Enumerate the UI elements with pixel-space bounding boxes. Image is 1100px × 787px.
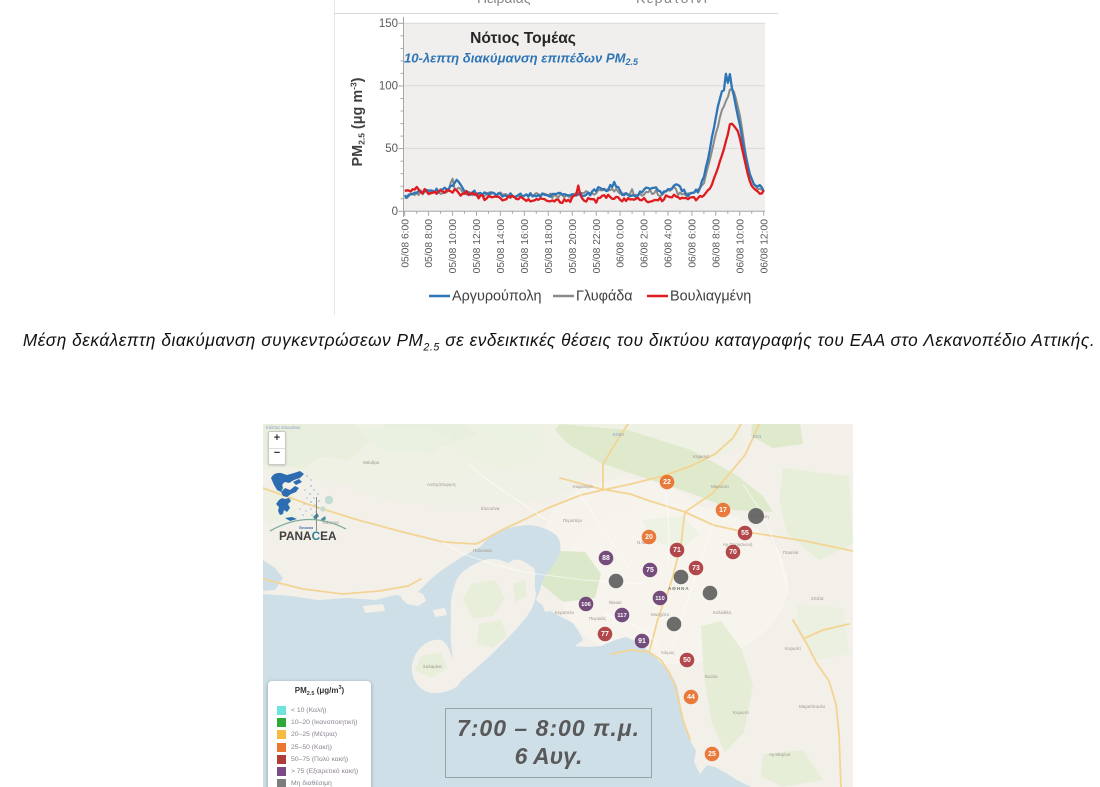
svg-text:77: 77 [601,631,609,638]
svg-text:Νίκαια: Νίκαια [609,600,622,605]
svg-text:Κορωπί: Κορωπί [733,710,749,715]
svg-text:Κορωπί: Κορωπί [785,646,801,651]
svg-text:Παιανία: Παιανία [783,550,799,555]
svg-text:Μαρούσι: Μαρούσι [711,483,729,489]
svg-text:100: 100 [379,81,398,93]
svg-text:Γλυφάδα: Γλυφάδα [576,289,633,305]
svg-text:Ελευσίνα: Ελευσίνα [481,506,500,511]
svg-text:0: 0 [392,206,398,218]
svg-text:22: 22 [663,479,671,486]
svg-text:05/08 10:00: 05/08 10:00 [448,219,459,274]
svg-text:Ασπρόπυργος: Ασπρόπυργος [427,481,457,487]
svg-text:06/08 10:00: 06/08 10:00 [735,219,746,274]
svg-text:Πανακεια: Πανακεια [299,526,313,530]
svg-text:17: 17 [719,507,727,514]
svg-text:110: 110 [655,596,665,602]
svg-text:05/08 22:00: 05/08 22:00 [592,219,603,274]
svg-text:06/08 2:00: 06/08 2:00 [640,219,651,268]
svg-text:PM2.5 (μg m-3): PM2.5 (μg m-3) [349,77,367,166]
svg-text:ΕΟ8Α: ΕΟ8Α [613,432,624,437]
svg-text:71: 71 [673,547,681,554]
svg-text:117: 117 [617,613,627,619]
svg-text:Μοσχάτο: Μοσχάτο [651,611,670,617]
svg-text:05/08 6:00: 05/08 6:00 [400,219,411,268]
svg-text:05/08 20:00: 05/08 20:00 [568,219,579,274]
svg-text:Νότιος Τομέας: Νότιος Τομέας [470,30,576,47]
svg-text:06/08 12:00: 06/08 12:00 [759,219,770,274]
svg-text:50: 50 [683,657,691,664]
svg-text:06/08 4:00: 06/08 4:00 [664,219,675,268]
svg-text:05/08 16:00: 05/08 16:00 [520,219,531,274]
svg-text:Αγ.Μαρίνα: Αγ.Μαρίνα [769,752,791,757]
svg-text:73: 73 [692,565,700,572]
svg-text:06/08 0:00: 06/08 0:00 [616,219,627,268]
svg-text:Κερατσίνι: Κερατσίνι [555,610,574,615]
svg-text:Βούλα: Βούλα [705,673,718,679]
svg-text:Καματερό: Καματερό [573,483,593,489]
svg-text:Μέγαρα: Μέγαρα [323,519,339,525]
svg-text:Κόλπος Ελευσίνας: Κόλπος Ελευσίνας [266,425,301,430]
svg-text:05/08 12:00: 05/08 12:00 [472,219,483,274]
svg-text:06/08 6:00: 06/08 6:00 [688,219,699,268]
svg-text:05/08 8:00: 05/08 8:00 [424,219,435,268]
svg-text:Πειραιάς: Πειραιάς [589,615,607,621]
svg-text:91: 91 [638,638,646,645]
svg-text:05/08 18:00: 05/08 18:00 [544,219,555,274]
svg-text:88: 88 [602,555,610,562]
svg-text:Αγ.Παρασκευή: Αγ.Παρασκευή [723,541,753,547]
svg-text:75: 75 [646,567,654,574]
svg-text:Καλλιθέα: Καλλιθέα [713,609,732,615]
svg-text:150: 150 [379,18,398,30]
svg-text:Αργυρούπολη: Αργυρούπολη [452,289,542,305]
svg-text:Παλούκια: Παλούκια [473,547,492,553]
svg-text:Περιστέρι: Περιστέρι [563,517,582,523]
svg-text:ΑΘΗΝΑ: ΑΘΗΝΑ [668,586,690,591]
svg-text:ΕΟ1: ΕΟ1 [753,434,762,439]
svg-text:PANACEA: PANACEA [279,529,337,543]
svg-text:05/08 14:00: 05/08 14:00 [496,219,507,274]
svg-text:06/08 8:00: 06/08 8:00 [711,219,722,268]
svg-text:Κηφισιά: Κηφισιά [693,453,709,459]
svg-text:25: 25 [708,751,716,758]
svg-text:Σπάτα: Σπάτα [811,595,824,601]
svg-text:Μάνδρα: Μάνδρα [363,459,380,465]
svg-text:Μαρκόπουλο: Μαρκόπουλο [799,703,826,709]
svg-text:20: 20 [645,534,653,541]
svg-text:10-λεπτη διακύμανση επιπέδων P: 10-λεπτη διακύμανση επιπέδων PM2.5 [404,51,639,68]
svg-text:70: 70 [729,549,737,556]
svg-text:106: 106 [581,602,592,608]
svg-text:Βουλιαγμένη: Βουλιαγμένη [670,289,751,305]
svg-text:55: 55 [741,530,749,537]
svg-text:Σαλαμίνα: Σαλαμίνα [423,664,442,669]
svg-text:Άλιμος: Άλιμος [661,650,675,655]
svg-text:44: 44 [687,694,695,701]
svg-text:50: 50 [385,143,398,155]
